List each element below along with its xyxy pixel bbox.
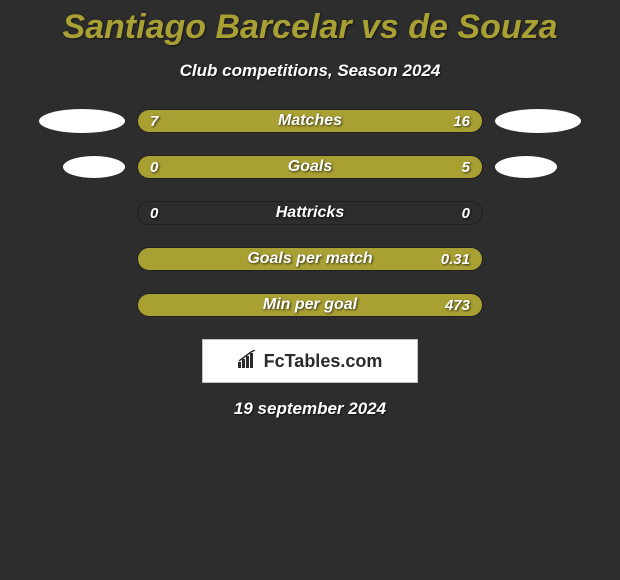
date-text: 19 september 2024 bbox=[0, 399, 620, 419]
stat-row: 473Min per goal bbox=[0, 293, 620, 317]
stat-bar: 05Goals bbox=[137, 155, 483, 179]
bar-fill-right bbox=[138, 294, 482, 316]
stat-value-right: 0 bbox=[462, 202, 470, 224]
brand-chart-icon bbox=[238, 350, 260, 373]
bar-fill-right bbox=[243, 110, 482, 132]
page-title: Santiago Barcelar vs de Souza bbox=[0, 0, 620, 47]
stat-bar: 473Min per goal bbox=[137, 293, 483, 317]
player-right-avatar bbox=[495, 156, 557, 178]
stat-rows: 716Matches 05Goals 0 0Hattricks 0.31Goals pe… bbox=[0, 109, 620, 317]
brand-text: FcTables.com bbox=[264, 351, 383, 372]
stat-bar: 0 0Hattricks bbox=[137, 201, 483, 225]
stat-row: 716Matches bbox=[0, 109, 620, 133]
subtitle: Club competitions, Season 2024 bbox=[0, 61, 620, 81]
stat-bar: 716Matches bbox=[137, 109, 483, 133]
stat-label: Hattricks bbox=[138, 202, 482, 224]
stat-row: 0.31Goals per match bbox=[0, 247, 620, 271]
player-left-avatar bbox=[63, 156, 125, 178]
stat-row: 05Goals bbox=[0, 155, 620, 179]
player-left-avatar bbox=[39, 109, 125, 133]
player-right-avatar bbox=[495, 109, 581, 133]
bar-fill-right bbox=[138, 248, 482, 270]
stat-value-left: 0 bbox=[150, 202, 158, 224]
stat-row: 0 0Hattricks bbox=[0, 201, 620, 225]
brand-box: FcTables.com bbox=[202, 339, 418, 383]
bar-fill-left bbox=[138, 110, 243, 132]
bar-fill-right bbox=[138, 156, 482, 178]
stat-bar: 0.31Goals per match bbox=[137, 247, 483, 271]
